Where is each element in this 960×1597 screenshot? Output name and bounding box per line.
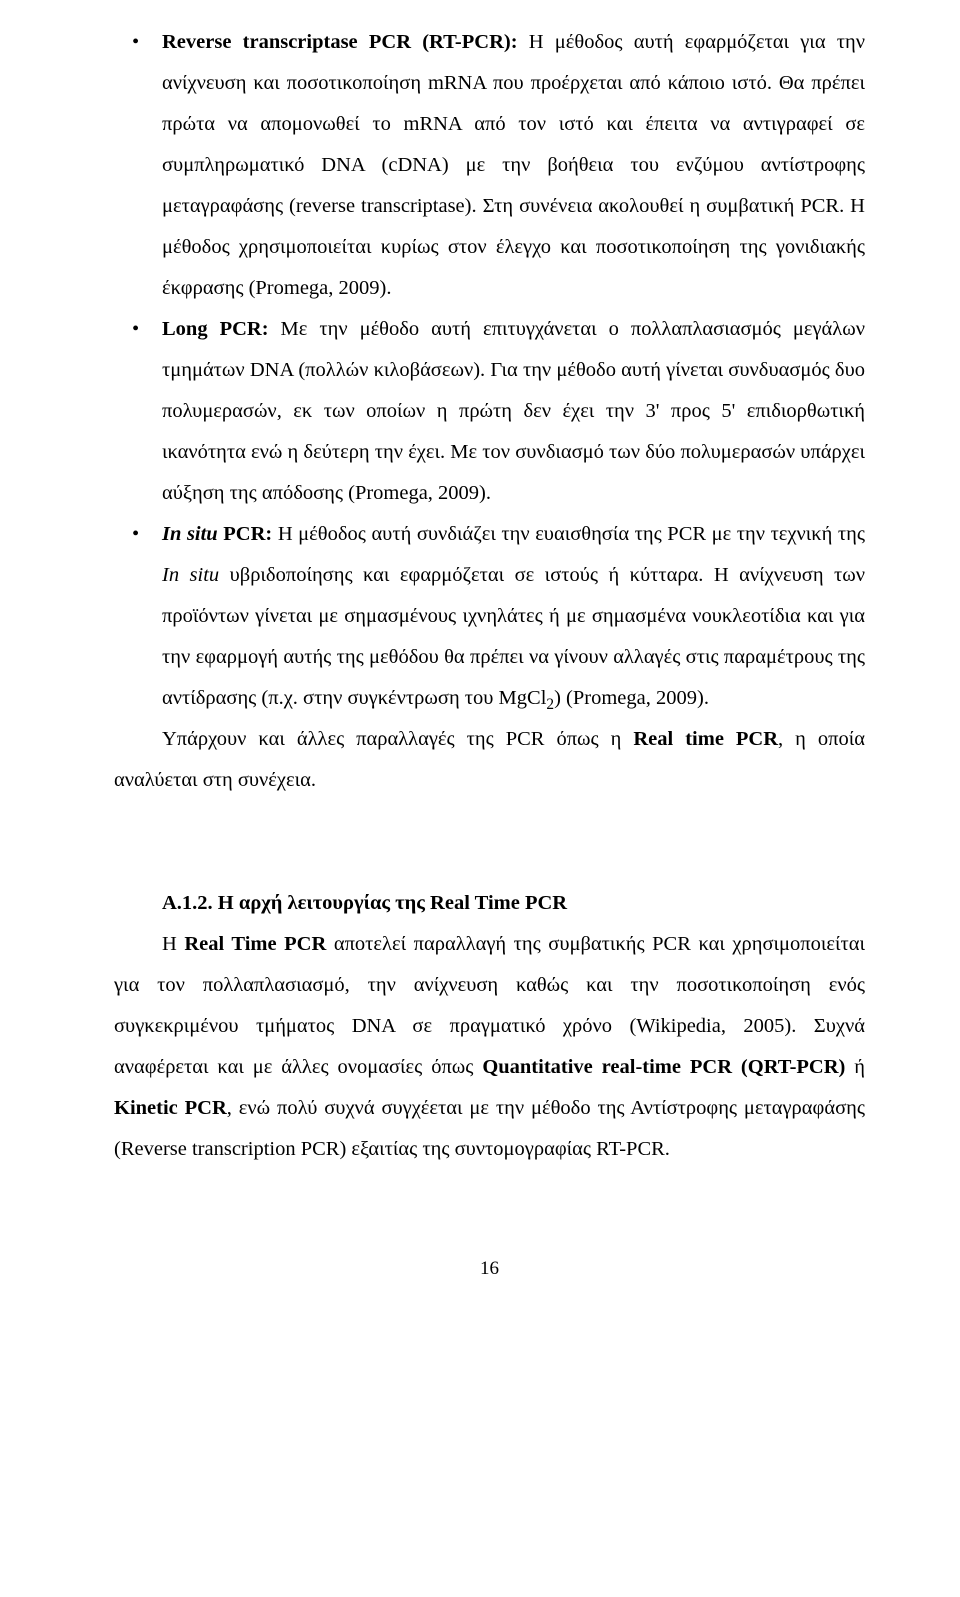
bullet-lead: Reverse transcriptase PCR (RT-PCR): — [162, 31, 518, 53]
bullet-text: In situ PCR: Η μέθοδος αυτή συνδιάζει τη… — [162, 514, 865, 719]
bullet-text: Reverse transcriptase PCR (RT-PCR): Η μέ… — [162, 22, 865, 309]
paragraph-realtime-body: Η Real Time PCR αποτελεί παραλλαγή της σ… — [114, 924, 865, 1170]
bullet-body-a: Η μέθοδος αυτή συνδιάζει την ευαισθησία … — [272, 523, 865, 545]
bullet-lead: Long PCR: — [162, 318, 269, 340]
bullet-lead-rest: PCR: — [218, 523, 273, 545]
bullet-marker: • — [114, 22, 162, 309]
bullet-marker: • — [114, 514, 162, 719]
bullet-item-longpcr: • Long PCR: Με την μέθοδο αυτή επιτυγχάν… — [114, 309, 865, 514]
subscript: 2 — [546, 696, 554, 713]
bullet-body-b: υβριδοποίησης και εφαρμόζεται σε ιστούς … — [162, 564, 865, 709]
page-number: 16 — [114, 1250, 865, 1288]
paragraph-realtime-intro: Υπάρχουν και άλλες παραλλαγές της PCR όπ… — [114, 719, 865, 801]
bullet-item-rtpcr: • Reverse transcriptase PCR (RT-PCR): Η … — [114, 22, 865, 309]
bullet-marker: • — [114, 309, 162, 514]
bullet-text: Long PCR: Με την μέθοδο αυτή επιτυγχάνετ… — [162, 309, 865, 514]
section-heading-a12: Α.1.2. Η αρχή λειτουργίας της Real Time … — [114, 883, 865, 924]
bullet-item-insitupcr: • In situ PCR: Η μέθοδος αυτή συνδιάζει … — [114, 514, 865, 719]
bullet-body: Με την μέθοδο αυτή επιτυγχάνεται ο πολλα… — [162, 318, 865, 504]
insitu-inline: In situ — [162, 564, 219, 586]
bullet-body-c: ) (Promega, 2009). — [554, 687, 709, 709]
bullet-body: Η μέθοδος αυτή εφαρμόζεται για την ανίχν… — [162, 31, 865, 299]
bullet-lead-italic: In situ — [162, 523, 218, 545]
